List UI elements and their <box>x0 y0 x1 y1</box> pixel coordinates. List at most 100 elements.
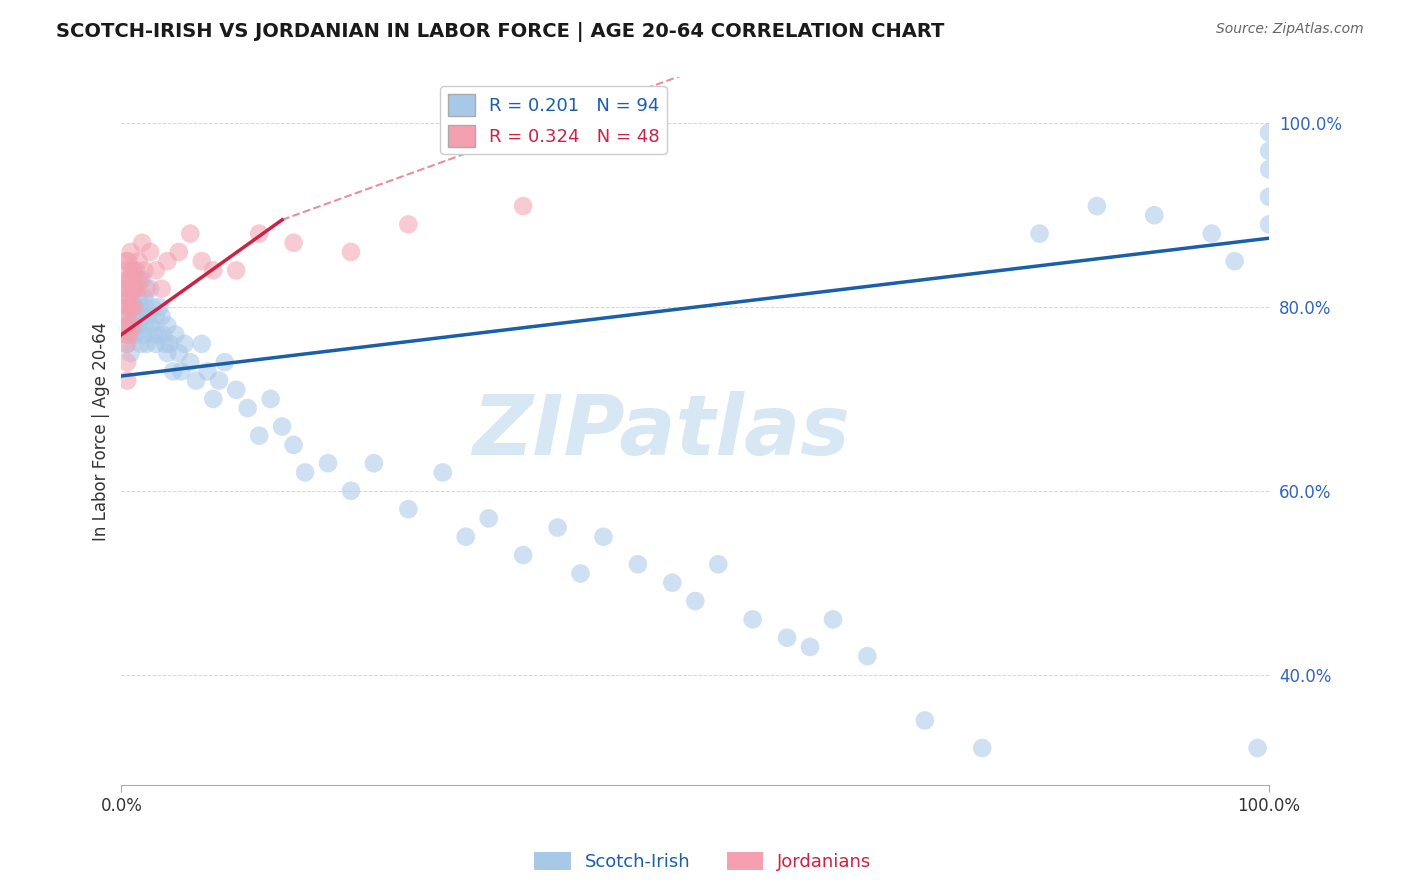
Point <box>208 374 231 388</box>
Point <box>972 741 994 756</box>
Point <box>156 254 179 268</box>
Point <box>128 318 150 333</box>
Point <box>135 336 157 351</box>
Point <box>1143 208 1166 222</box>
Point <box>117 318 139 333</box>
Point <box>117 291 139 305</box>
Point <box>114 282 136 296</box>
Point <box>225 263 247 277</box>
Point <box>139 282 162 296</box>
Point <box>191 254 214 268</box>
Point <box>136 310 159 324</box>
Point <box>128 291 150 305</box>
Point <box>125 310 148 324</box>
Point <box>131 310 153 324</box>
Point <box>799 640 821 654</box>
Point <box>146 327 169 342</box>
Point <box>316 456 339 470</box>
Point <box>1085 199 1108 213</box>
Point <box>121 263 143 277</box>
Point <box>1028 227 1050 241</box>
Point <box>131 272 153 286</box>
Point <box>122 282 145 296</box>
Point <box>115 282 138 296</box>
Point <box>124 327 146 342</box>
Point <box>115 310 138 324</box>
Point <box>247 428 270 442</box>
Point <box>294 466 316 480</box>
Y-axis label: In Labor Force | Age 20-64: In Labor Force | Age 20-64 <box>93 321 110 541</box>
Point <box>114 318 136 333</box>
Point <box>707 558 730 572</box>
Point <box>115 291 138 305</box>
Point <box>128 300 150 314</box>
Point <box>247 227 270 241</box>
Point <box>683 594 706 608</box>
Point <box>135 300 157 314</box>
Point <box>150 310 173 324</box>
Point <box>122 318 145 333</box>
Point <box>914 714 936 728</box>
Point <box>167 244 190 259</box>
Point <box>547 520 569 534</box>
Point <box>661 575 683 590</box>
Point <box>1258 144 1281 158</box>
Point <box>121 300 143 314</box>
Point <box>134 263 156 277</box>
Point <box>145 310 167 324</box>
Point <box>127 282 149 296</box>
Point <box>118 318 141 333</box>
Point <box>118 300 141 314</box>
Point <box>236 401 259 416</box>
Point <box>156 346 179 360</box>
Point <box>197 364 219 378</box>
Point <box>741 612 763 626</box>
Point <box>141 300 163 314</box>
Point <box>115 272 138 286</box>
Point <box>134 291 156 305</box>
Point <box>115 336 138 351</box>
Point <box>122 272 145 286</box>
Point <box>122 263 145 277</box>
Point <box>134 318 156 333</box>
Point <box>162 364 184 378</box>
Point <box>145 263 167 277</box>
Point <box>159 336 181 351</box>
Point <box>148 300 170 314</box>
Point <box>170 364 193 378</box>
Point <box>115 254 138 268</box>
Point <box>821 612 844 626</box>
Point <box>142 327 165 342</box>
Point <box>396 502 419 516</box>
Point <box>340 244 363 259</box>
Point <box>153 336 176 351</box>
Point <box>202 263 225 277</box>
Point <box>122 300 145 314</box>
Point <box>1258 126 1281 140</box>
Point <box>191 336 214 351</box>
Point <box>776 631 799 645</box>
Point <box>115 263 138 277</box>
Point <box>132 327 155 342</box>
Point <box>1258 218 1281 232</box>
Point <box>179 355 201 369</box>
Point <box>627 558 650 572</box>
Point <box>259 392 281 406</box>
Point <box>120 346 142 360</box>
Point <box>156 318 179 333</box>
Point <box>592 530 614 544</box>
Point <box>1223 254 1246 268</box>
Point <box>145 336 167 351</box>
Point <box>214 355 236 369</box>
Point <box>152 327 174 342</box>
Point <box>478 511 501 525</box>
Point <box>127 272 149 286</box>
Point <box>118 327 141 342</box>
Point <box>283 438 305 452</box>
Point <box>120 244 142 259</box>
Point <box>120 282 142 296</box>
Point <box>120 291 142 305</box>
Point <box>139 318 162 333</box>
Point <box>363 456 385 470</box>
Point <box>271 419 294 434</box>
